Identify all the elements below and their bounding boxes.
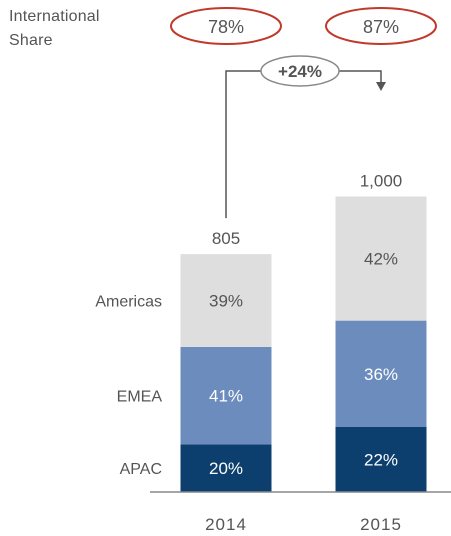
total-label-2015: 1,000 (360, 172, 403, 191)
data-label-emea-2015: 36% (364, 365, 398, 384)
data-label-americas-2014: 39% (209, 292, 243, 311)
bar-segment-americas-2014 (180, 254, 272, 347)
bar-segment-apac-2015 (335, 426, 427, 492)
x-tick-label-2014: 2014 (205, 515, 247, 534)
total-label-2014: 805 (212, 229, 240, 248)
data-label-emea-2014: 41% (209, 387, 243, 406)
series-label-apac: APAC (120, 461, 162, 478)
bar-segment-emea-2014 (180, 346, 272, 445)
share-oval-2015 (325, 7, 437, 45)
growth-oval (260, 55, 340, 87)
data-label-apac-2014: 20% (209, 459, 243, 478)
bar-segment-emea-2015 (335, 320, 427, 427)
bar-segment-americas-2015 (335, 196, 427, 321)
header-line-2: Share (9, 32, 53, 49)
series-label-americas: Americas (95, 294, 162, 311)
share-value-2015: 87% (363, 17, 399, 37)
data-label-americas-2015: 42% (364, 250, 398, 269)
share-oval-2014 (170, 7, 282, 45)
bar-segment-apac-2014 (180, 444, 272, 492)
data-label-apac-2015: 22% (364, 450, 398, 469)
x-tick-label-2015: 2015 (360, 515, 402, 534)
growth-arrowhead (376, 82, 386, 91)
series-label-emea: EMEA (117, 389, 163, 406)
header-line-1: International (9, 8, 100, 25)
growth-connector-line (225, 70, 382, 219)
share-value-2014: 78% (208, 17, 244, 37)
growth-label: +24% (278, 62, 322, 81)
international-share-label: International Share (9, 5, 159, 53)
